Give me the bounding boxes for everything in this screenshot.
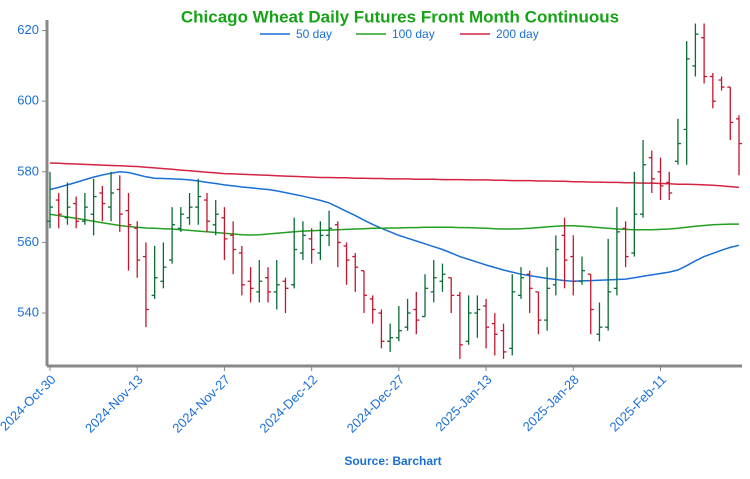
x-tick-label: 2024-Dec-27 <box>344 372 408 436</box>
y-tick-label: 560 <box>17 234 39 249</box>
x-tick-label: 2024-Oct-30 <box>0 372 59 434</box>
y-tick-label: 580 <box>17 163 39 178</box>
source: Source: Barchart <box>344 454 441 468</box>
chart-title: Chicago Wheat Daily Futures Front Month … <box>181 7 619 26</box>
ma-line <box>49 171 740 283</box>
ma-line <box>49 213 739 236</box>
x-tick-label: 2024-Nov-27 <box>169 372 233 436</box>
x-tick-label: 2025-Jan-13 <box>432 372 494 434</box>
y-tick-label: 540 <box>17 304 39 319</box>
x-tick-label: 2024-Dec-12 <box>256 372 320 436</box>
legend-label: 100 day <box>392 27 435 41</box>
y-tick-label: 620 <box>17 22 39 37</box>
x-tick-label: 2024-Nov-13 <box>82 372 146 436</box>
y-tick-label: 600 <box>17 93 39 108</box>
ma-line <box>49 162 740 189</box>
x-tick-label: 2025-Jan-28 <box>520 372 582 434</box>
legend-label: 50 day <box>296 27 332 41</box>
x-tick-label: 2025-Feb-11 <box>606 372 669 435</box>
legend-label: 200 day <box>496 27 539 41</box>
